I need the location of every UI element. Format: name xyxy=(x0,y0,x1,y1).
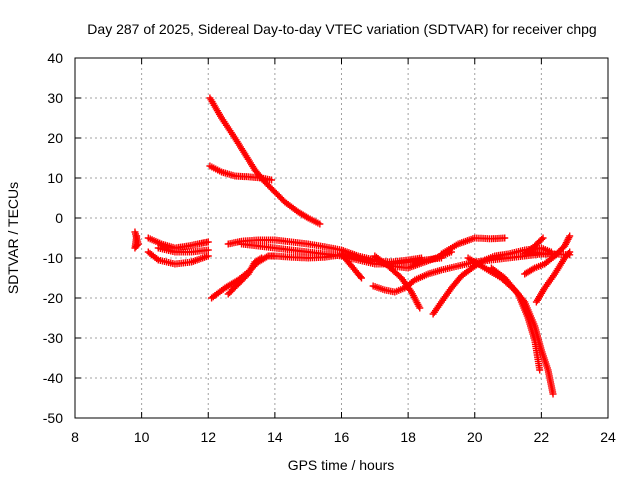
series-arc-4 xyxy=(154,244,212,256)
data-point xyxy=(539,234,547,242)
series-arc-8 xyxy=(224,254,266,298)
data-point xyxy=(538,235,546,243)
data-point xyxy=(133,232,141,240)
y-tick-label: -50 xyxy=(43,410,63,426)
x-tick-label: 16 xyxy=(334,429,350,445)
data-point xyxy=(566,232,574,240)
series-arc-17 xyxy=(487,264,544,374)
series-arc-16 xyxy=(464,254,557,398)
series-arc-2 xyxy=(144,234,212,252)
y-tick-label: 20 xyxy=(47,130,63,146)
grid-lines xyxy=(75,58,608,418)
data-point xyxy=(501,234,509,242)
series-arc-3 xyxy=(144,248,212,268)
x-tick-label: 18 xyxy=(400,429,416,445)
y-tick-label: -40 xyxy=(43,370,63,386)
x-tick-label: 10 xyxy=(134,429,150,445)
data-point xyxy=(316,220,324,228)
data-points xyxy=(131,94,574,398)
data-point xyxy=(513,288,521,296)
x-tick-label: 20 xyxy=(467,429,483,445)
data-point xyxy=(356,273,364,281)
data-point xyxy=(258,254,266,262)
series-arc-6 xyxy=(206,162,276,184)
y-tick-label: 30 xyxy=(47,90,63,106)
x-axis-label: GPS time / hours xyxy=(288,457,395,473)
y-axis: 40 30 20 10 0 -10 -20 -30 -40 -50 xyxy=(43,50,608,426)
data-point xyxy=(549,390,557,398)
series-arc-11 xyxy=(338,250,365,282)
data-point xyxy=(204,238,212,246)
chart-title: Day 287 of 2025, Sidereal Day-to-day VTE… xyxy=(87,21,596,37)
series-arc-1 xyxy=(131,228,142,252)
y-tick-label: -20 xyxy=(43,290,63,306)
y-tick-label: -30 xyxy=(43,330,63,346)
y-tick-label: 10 xyxy=(47,170,63,186)
data-point xyxy=(204,246,212,254)
data-point xyxy=(204,252,212,260)
y-tick-label: 0 xyxy=(55,210,63,226)
data-point xyxy=(268,176,276,184)
series-arc-15 xyxy=(437,234,509,258)
data-point xyxy=(566,251,574,259)
series-arc-21 xyxy=(524,248,574,259)
x-tick-label: 24 xyxy=(600,429,616,445)
x-tick-label: 8 xyxy=(71,429,79,445)
data-point xyxy=(564,250,572,257)
data-point xyxy=(536,366,544,374)
y-axis-label: SDTVAR / TECUs xyxy=(5,182,21,294)
series-arc-5 xyxy=(206,94,324,228)
x-tick-label: 14 xyxy=(267,429,283,445)
x-axis: 8 10 12 14 16 18 20 22 24 xyxy=(71,58,616,445)
x-tick-label: 22 xyxy=(534,429,550,445)
data-point xyxy=(357,274,365,282)
y-tick-label: 40 xyxy=(47,50,63,66)
data-point xyxy=(416,304,424,312)
y-tick-label: -10 xyxy=(43,250,63,266)
x-tick-label: 12 xyxy=(200,429,216,445)
